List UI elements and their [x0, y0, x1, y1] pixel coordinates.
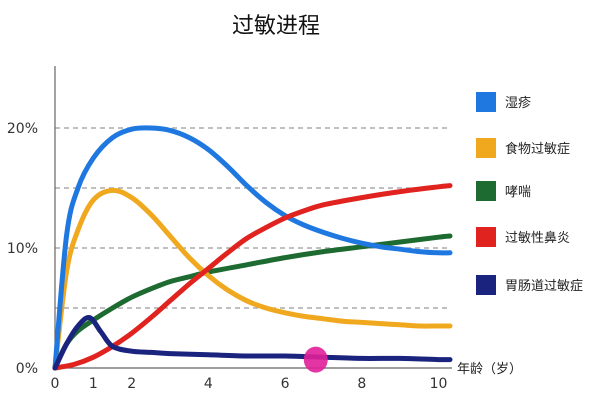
legend-label: 食物过敏症 — [505, 141, 570, 157]
x-axis-label: 年龄（岁） — [457, 362, 522, 377]
legend-swatch — [476, 181, 496, 201]
y-tick-label: 20% — [7, 121, 38, 137]
legend-label: 湿疹 — [505, 95, 531, 111]
legend-label: 哮喘 — [505, 184, 531, 200]
series-line — [52, 314, 453, 371]
legend-swatch — [476, 92, 496, 112]
y-tick-label: 0% — [16, 361, 38, 377]
axes: 0% 10% 20% 0 1 2 4 6 8 10 — [7, 66, 452, 392]
series-line — [52, 187, 453, 371]
x-tick-label: 8 — [357, 376, 366, 392]
x-tick-label: 1 — [89, 376, 98, 392]
y-tick-label: 10% — [7, 241, 38, 257]
legend-label: 胃肠道过敏症 — [505, 279, 583, 294]
x-tick-label: 4 — [204, 376, 213, 392]
x-tick-label: 0 — [51, 376, 60, 392]
x-tick-label: 10 — [430, 376, 448, 392]
marker-dot — [303, 346, 328, 373]
chart-title: 过敏进程 — [232, 14, 320, 39]
series-lines — [52, 125, 453, 371]
series-line — [52, 183, 453, 371]
gridlines — [55, 127, 450, 309]
x-tick-label: 2 — [127, 376, 136, 392]
legend-swatch — [476, 138, 496, 158]
legend-label: 过敏性鼻炎 — [505, 230, 570, 246]
x-tick-label: 6 — [281, 376, 290, 392]
legend-swatch — [476, 227, 496, 247]
highlight-marker — [303, 346, 328, 373]
legend-swatch — [476, 275, 496, 295]
series-line — [52, 125, 453, 371]
